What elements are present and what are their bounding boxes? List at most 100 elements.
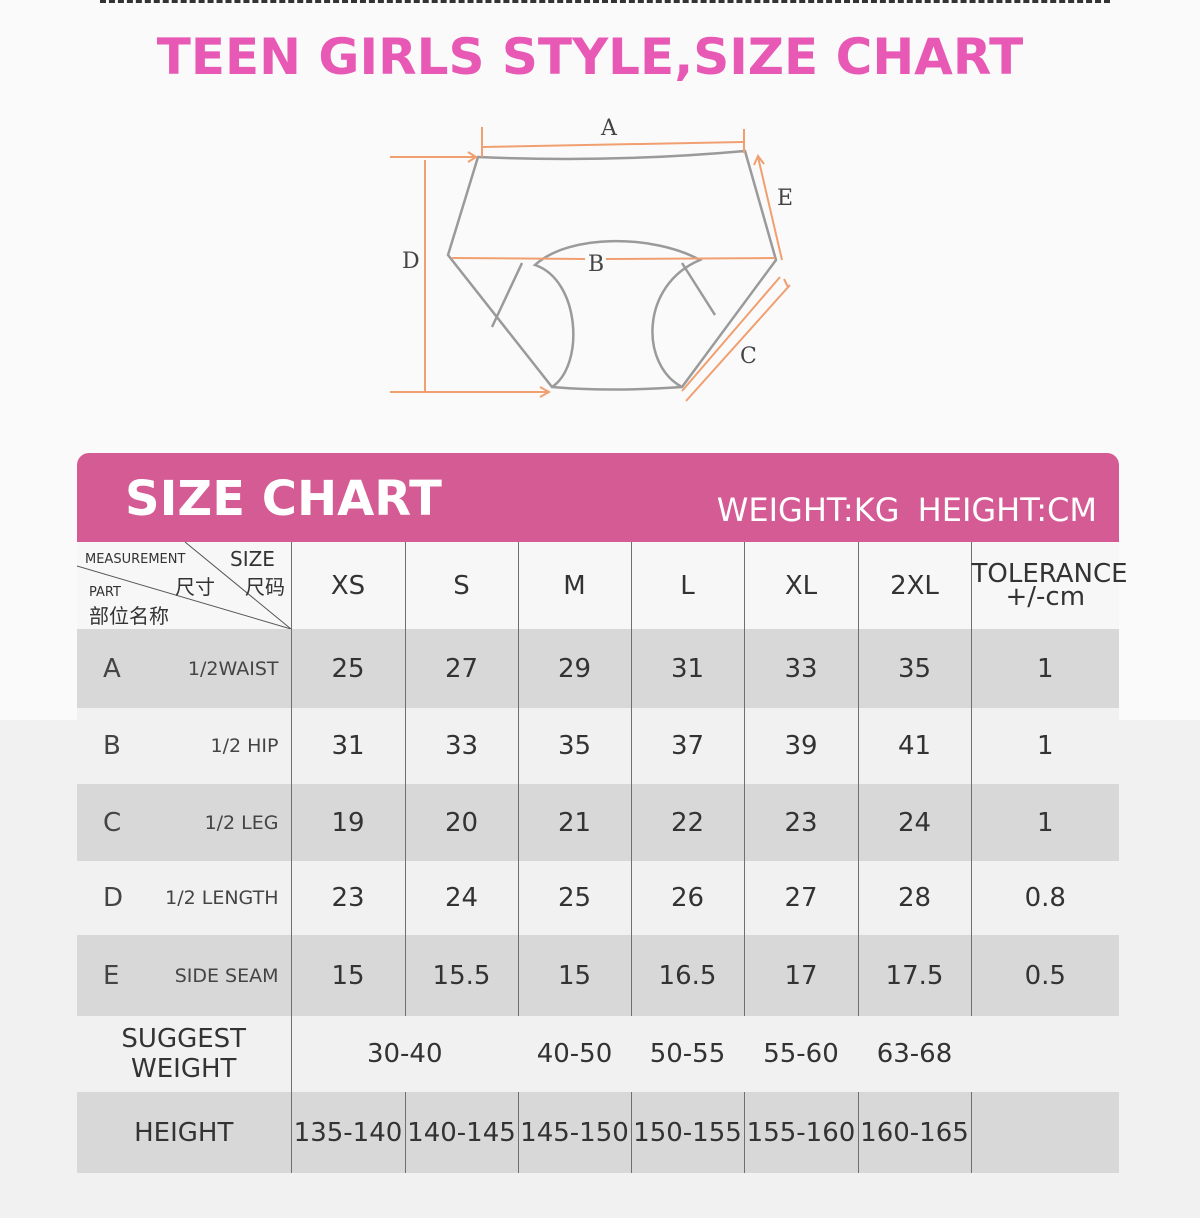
table-cell: 140-145 <box>404 1092 518 1173</box>
row-name: 1/2 HIP <box>210 735 279 757</box>
briefs-diagram: A B C D E <box>370 115 810 415</box>
table-cell: 15 <box>517 935 631 1016</box>
table-cell: 27 <box>743 861 858 935</box>
table-cell: 37 <box>630 708 744 784</box>
diagram-label-c: C <box>740 344 757 369</box>
corner-diagonals <box>77 542 291 629</box>
row-name: 1/2 LEG <box>204 811 279 834</box>
size-chart-panel: SIZE CHART WEIGHT:KG HEIGHT:CM MEASUREME… <box>77 453 1128 1173</box>
corner-measurement: MEASUREMENT <box>85 552 186 567</box>
table-cell: 41 <box>857 708 971 784</box>
table-cell: 33 <box>743 629 858 708</box>
table-cell: 135-140 <box>290 1092 405 1173</box>
size-header-s: S <box>404 542 518 629</box>
row-label-c: C 1/2 LEG <box>77 784 291 861</box>
height-row: HEIGHT 135-140 140-145 145-150 150-155 1… <box>77 1092 1119 1173</box>
table-cell: 31 <box>630 629 744 708</box>
size-header-2xl: 2XL <box>857 542 971 629</box>
table-cell: 50-55 <box>631 1016 744 1092</box>
size-chart-title: SIZE CHART <box>125 471 442 527</box>
diagram-label-e: E <box>777 186 793 211</box>
table-cell: 25 <box>290 629 405 708</box>
row-name: 1/2 LENGTH <box>165 887 279 909</box>
table-cell: 150-155 <box>630 1092 744 1173</box>
row-letter: A <box>103 653 121 684</box>
table-cell: 31 <box>290 708 405 784</box>
corner-part: PART <box>89 585 121 600</box>
table-cell: 28 <box>857 861 971 935</box>
table-cell: 24 <box>857 784 971 861</box>
table-cell: 15 <box>290 935 405 1016</box>
diagram-label-b: B <box>588 252 604 277</box>
table-cell: 17 <box>743 935 858 1016</box>
weight-label: SUGGEST WEIGHT <box>77 1016 291 1092</box>
row-letter: E <box>103 960 120 991</box>
table-cell: 29 <box>517 629 631 708</box>
table-cell: 145-150 <box>517 1092 631 1173</box>
tolerance-header: TOLERANCE +/-cm <box>970 542 1128 629</box>
tolerance-cell: 1 <box>970 784 1119 861</box>
table-cell: 21 <box>517 784 631 861</box>
empty-cell <box>971 1016 1119 1092</box>
table-cell: 35 <box>517 708 631 784</box>
table-row: B 1/2 HIP 31 33 35 37 39 41 1 <box>77 708 1119 784</box>
table-cell: 63-68 <box>858 1016 971 1092</box>
table-cell: 25 <box>517 861 631 935</box>
weight-row: SUGGEST WEIGHT 30-40 40-50 50-55 55-60 6… <box>77 1016 1119 1092</box>
row-name: SIDE SEAM <box>174 964 279 987</box>
corner-chi-cun: 尺寸 <box>175 575 215 599</box>
corner-chi-ma: 尺码 <box>245 575 285 599</box>
row-label-b: B 1/2 HIP <box>77 708 291 784</box>
table-cell: 19 <box>290 784 405 861</box>
table-cell: 23 <box>743 784 858 861</box>
size-header-l: L <box>630 542 744 629</box>
corner-cell: MEASUREMENT SIZE 尺寸 尺码 PART 部位名称 <box>77 542 291 629</box>
table-row: C 1/2 LEG 19 20 21 22 23 24 1 <box>77 784 1119 861</box>
table-header-row: MEASUREMENT SIZE 尺寸 尺码 PART 部位名称 XS S M … <box>77 542 1128 629</box>
table-cell: 33 <box>404 708 518 784</box>
size-header-xs: XS <box>290 542 405 629</box>
table-cell: 23 <box>290 861 405 935</box>
tolerance-cell: 1 <box>970 629 1119 708</box>
table-cell: 39 <box>743 708 858 784</box>
units-label: WEIGHT:KG HEIGHT:CM <box>716 491 1097 529</box>
row-name: 1/2WAIST <box>187 657 279 680</box>
empty-cell <box>970 1092 1119 1173</box>
tolerance-cell: 0.5 <box>970 935 1119 1016</box>
tolerance-cell: 0.8 <box>970 861 1119 935</box>
table-cell: 22 <box>630 784 744 861</box>
page-title: TEEN GIRLS STYLE,SIZE CHART <box>156 28 1024 86</box>
row-letter: B <box>103 731 121 761</box>
table-cell: 15.5 <box>404 935 518 1016</box>
table-cell: 26 <box>630 861 744 935</box>
table-cell: 35 <box>857 629 971 708</box>
table-cell: 160-165 <box>857 1092 971 1173</box>
table-row: A 1/2WAIST 25 27 29 31 33 35 1 <box>77 629 1119 708</box>
dashed-divider <box>100 0 1110 3</box>
table-cell: 24 <box>404 861 518 935</box>
table-row: E SIDE SEAM 15 15.5 15 16.5 17 17.5 0.5 <box>77 935 1119 1016</box>
row-letter: D <box>103 883 124 913</box>
table-cell: 155-160 <box>743 1092 858 1173</box>
diagram-label-d: D <box>402 249 420 274</box>
table-cell: 27 <box>404 629 518 708</box>
size-table: MEASUREMENT SIZE 尺寸 尺码 PART 部位名称 XS S M … <box>77 542 1128 1173</box>
tolerance-cell: 1 <box>970 708 1119 784</box>
row-label-e: E SIDE SEAM <box>77 935 291 1016</box>
table-cell: 40-50 <box>518 1016 631 1092</box>
corner-size: SIZE <box>230 547 275 571</box>
table-cell: 30-40 <box>290 1016 518 1092</box>
table-cell: 55-60 <box>744 1016 858 1092</box>
briefs-outline <box>446 149 778 391</box>
row-label-d: D 1/2 LENGTH <box>77 861 291 935</box>
table-cell: 17.5 <box>857 935 971 1016</box>
height-label: HEIGHT <box>77 1092 291 1173</box>
corner-part-cn: 部位名称 <box>89 604 169 628</box>
row-letter: C <box>103 807 122 838</box>
row-label-a: A 1/2WAIST <box>77 629 291 708</box>
diagram-label-a: A <box>600 116 618 141</box>
measurement-lines <box>390 127 791 402</box>
tolerance-header-line2: +/-cm <box>1005 581 1086 612</box>
size-chart-header: SIZE CHART WEIGHT:KG HEIGHT:CM <box>77 453 1119 542</box>
tolerance-header-line1: TOLERANCE <box>971 558 1128 589</box>
